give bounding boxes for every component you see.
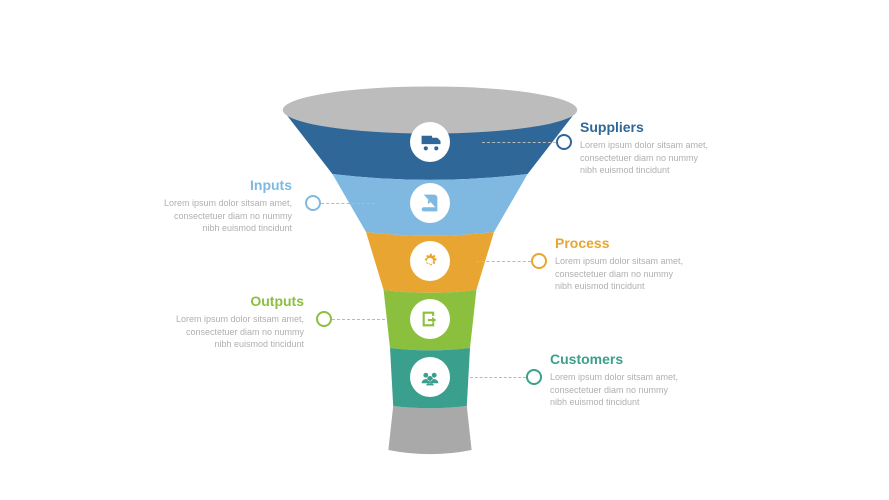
connector-line-customers: [470, 377, 526, 378]
stage-desc-line: consectetuer diam no nummy: [555, 268, 725, 280]
stage-title: Process: [555, 236, 725, 251]
stage-icon-customers: [410, 357, 450, 397]
connector-line-suppliers: [482, 142, 556, 143]
stage-label-process: Process Lorem ipsum dolor sitsam amet,con…: [555, 236, 725, 292]
stage-desc-line: Lorem ipsum dolor sitsam amet,: [580, 139, 750, 151]
connector-ring-customers: [526, 369, 542, 385]
stage-desc-line: Lorem ipsum dolor sitsam amet,: [122, 197, 292, 209]
stage-desc-line: consectetuer diam no nummy: [580, 152, 750, 164]
stage-desc-line: Lorem ipsum dolor sitsam amet,: [134, 313, 304, 325]
stage-title: Suppliers: [580, 120, 750, 135]
connector-ring-inputs: [305, 195, 321, 211]
stage-desc: Lorem ipsum dolor sitsam amet,consectetu…: [122, 197, 292, 233]
funnel-stem: [388, 406, 471, 454]
stage-label-outputs: Outputs Lorem ipsum dolor sitsam amet,con…: [134, 294, 304, 350]
connector-line-outputs: [332, 319, 385, 320]
stage-title: Inputs: [122, 178, 292, 193]
connector-ring-suppliers: [556, 134, 572, 150]
stage-desc-line: nibh euismod tincidunt: [555, 280, 725, 292]
stage-icon-inputs: [410, 183, 450, 223]
stage-title: Customers: [550, 352, 720, 367]
stage-desc-line: nibh euismod tincidunt: [134, 338, 304, 350]
stage-desc-line: nibh euismod tincidunt: [550, 396, 720, 408]
stage-label-customers: Customers Lorem ipsum dolor sitsam amet,c…: [550, 352, 720, 408]
connector-line-process: [476, 261, 531, 262]
stage-desc-line: nibh euismod tincidunt: [580, 164, 750, 176]
stage-desc: Lorem ipsum dolor sitsam amet,consectetu…: [550, 371, 720, 407]
stage-desc-line: consectetuer diam no nummy: [550, 384, 720, 396]
stage-desc-line: nibh euismod tincidunt: [122, 222, 292, 234]
stage-icon-suppliers: [410, 122, 450, 162]
connector-line-inputs: [321, 203, 375, 204]
stage-desc: Lorem ipsum dolor sitsam amet,consectetu…: [580, 139, 750, 175]
connector-ring-outputs: [316, 311, 332, 327]
stage-desc-line: consectetuer diam no nummy: [134, 326, 304, 338]
stage-desc-line: Lorem ipsum dolor sitsam amet,: [550, 371, 720, 383]
stage-desc-line: consectetuer diam no nummy: [122, 210, 292, 222]
stage-desc-line: Lorem ipsum dolor sitsam amet,: [555, 255, 725, 267]
stage-icon-process: [410, 241, 450, 281]
stage-icon-outputs: [410, 299, 450, 339]
stage-title: Outputs: [134, 294, 304, 309]
connector-ring-process: [531, 253, 547, 269]
stage-label-suppliers: Suppliers Lorem ipsum dolor sitsam amet,c…: [580, 120, 750, 176]
stage-desc: Lorem ipsum dolor sitsam amet,consectetu…: [134, 313, 304, 349]
stage-desc: Lorem ipsum dolor sitsam amet,consectetu…: [555, 255, 725, 291]
stage-label-inputs: Inputs Lorem ipsum dolor sitsam amet,cons…: [122, 178, 292, 234]
